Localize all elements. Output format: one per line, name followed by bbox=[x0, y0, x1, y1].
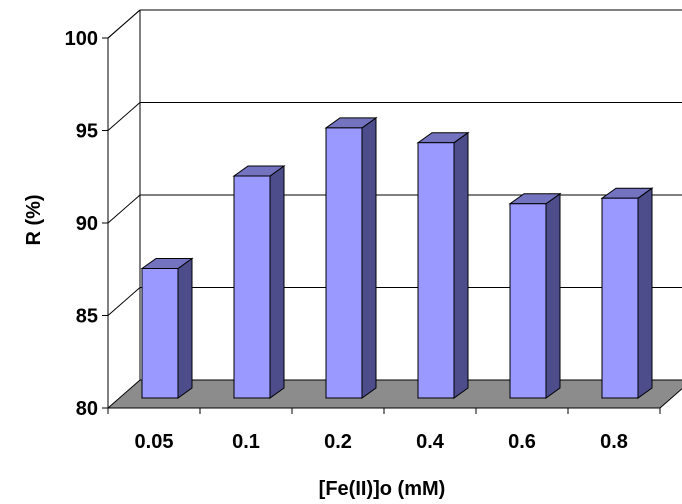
bar bbox=[416, 131, 470, 399]
bar-front-face bbox=[233, 175, 271, 399]
bar bbox=[232, 165, 286, 399]
bar-side-face bbox=[453, 131, 469, 399]
x-axis-title: [Fe(II)]o (mM) bbox=[319, 478, 446, 500]
bar-side-face bbox=[269, 165, 285, 399]
x-tick-label: 0.1 bbox=[232, 431, 260, 453]
y-axis-title: R (%) bbox=[23, 194, 45, 245]
bars bbox=[140, 116, 654, 399]
gridlines bbox=[107, 9, 682, 316]
bar-front-face bbox=[417, 142, 455, 399]
x-tick-label: 0.6 bbox=[508, 431, 536, 453]
chart-floor bbox=[106, 379, 682, 409]
side-gridline bbox=[107, 194, 141, 224]
x-tick-label: 0.2 bbox=[324, 431, 352, 453]
y-tick-label: 85 bbox=[76, 306, 98, 328]
side-wall-top-edge bbox=[107, 9, 141, 39]
x-tick-label: 0.8 bbox=[600, 431, 628, 453]
y-tick-label: 100 bbox=[65, 28, 98, 50]
bar-side-face bbox=[361, 116, 377, 399]
side-gridline bbox=[107, 102, 141, 131]
x-tick-labels: 0.05 0.1 0.2 0.4 0.6 0.8 bbox=[135, 431, 628, 453]
bar-front-face bbox=[141, 268, 179, 399]
side-gridline bbox=[107, 287, 141, 316]
x-tick-label: 0.05 bbox=[135, 431, 174, 453]
x-tick-label: 0.4 bbox=[416, 431, 445, 453]
y-tick-label: 80 bbox=[76, 398, 98, 420]
y-tick-label: 90 bbox=[76, 213, 98, 235]
y-tick-label: 95 bbox=[76, 121, 98, 143]
bar bbox=[140, 257, 194, 399]
bar-front-face bbox=[325, 127, 363, 399]
bar bbox=[508, 192, 562, 399]
bar-front-face bbox=[509, 203, 547, 399]
bar bbox=[600, 187, 654, 399]
bar-front-face bbox=[601, 197, 639, 399]
bar-side-face bbox=[177, 257, 193, 399]
y-tick-labels: 80 85 90 95 100 bbox=[65, 28, 98, 420]
bar bbox=[324, 116, 378, 399]
bar-side-face bbox=[637, 187, 653, 399]
bar-side-face bbox=[545, 192, 561, 399]
